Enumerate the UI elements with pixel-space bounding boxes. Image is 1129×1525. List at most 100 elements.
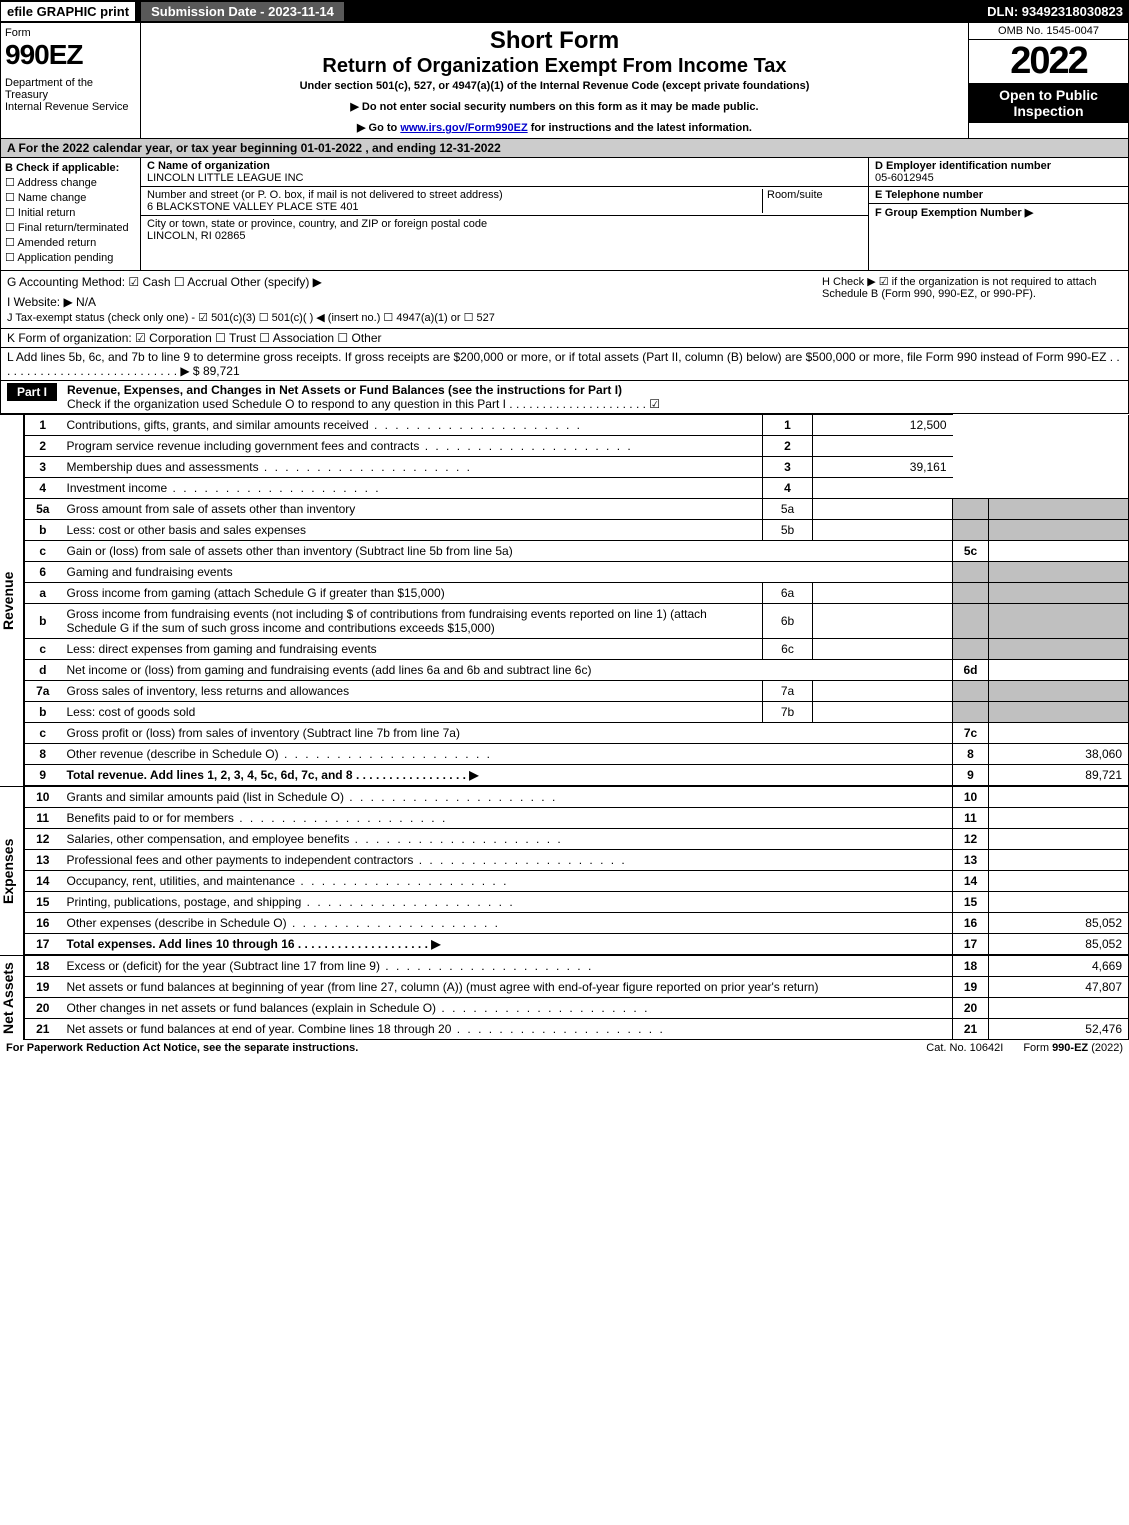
group-exempt-row: F Group Exemption Number ▶ bbox=[869, 204, 1128, 221]
line-5b: bLess: cost or other basis and sales exp… bbox=[25, 520, 1129, 541]
line-15: 15Printing, publications, postage, and s… bbox=[25, 892, 1129, 913]
col-b-checkboxes: B Check if applicable: ☐ Address change … bbox=[1, 158, 141, 270]
line-18: 18Excess or (deficit) for the year (Subt… bbox=[25, 956, 1129, 977]
chk-name-change[interactable]: ☐ Name change bbox=[5, 191, 136, 204]
line-5a: 5aGross amount from sale of assets other… bbox=[25, 499, 1129, 520]
efile-print-button[interactable]: efile GRAPHIC print bbox=[0, 1, 136, 22]
line-17: 17Total expenses. Add lines 10 through 1… bbox=[25, 934, 1129, 955]
row-a-tax-year: A For the 2022 calendar year, or tax yea… bbox=[0, 139, 1129, 158]
accounting-method: G Accounting Method: ☑ Cash ☐ Accrual Ot… bbox=[7, 275, 822, 289]
department-label: Department of the Treasury Internal Reve… bbox=[5, 77, 136, 113]
form-label: Form bbox=[5, 27, 136, 39]
form-header: Form 990EZ Department of the Treasury In… bbox=[0, 22, 1129, 139]
line-6b: bGross income from fundraising events (n… bbox=[25, 604, 1129, 639]
chk-amended-return[interactable]: ☐ Amended return bbox=[5, 236, 136, 249]
chk-final-return[interactable]: ☐ Final return/terminated bbox=[5, 221, 136, 234]
chk-label: Initial return bbox=[18, 207, 75, 219]
line-14: 14Occupancy, rent, utilities, and mainte… bbox=[25, 871, 1129, 892]
ein-row: D Employer identification number 05-6012… bbox=[869, 158, 1128, 187]
dln-label: DLN: 93492318030823 bbox=[987, 4, 1129, 19]
row-l-gross-receipts: L Add lines 5b, 6c, and 7b to line 9 to … bbox=[0, 348, 1129, 381]
revenue-table: 1Contributions, gifts, grants, and simil… bbox=[24, 414, 1129, 786]
expenses-side-label: Expenses bbox=[0, 786, 24, 955]
submission-date: Submission Date - 2023-11-14 bbox=[140, 1, 345, 22]
subtitle: Under section 501(c), 527, or 4947(a)(1)… bbox=[149, 80, 960, 92]
line-1: 1Contributions, gifts, grants, and simil… bbox=[25, 415, 1129, 436]
revenue-side-label: Revenue bbox=[0, 414, 24, 786]
line-9: 9Total revenue. Add lines 1, 2, 3, 4, 5c… bbox=[25, 765, 1129, 786]
org-name-label: C Name of organization bbox=[147, 160, 270, 172]
expenses-section: Expenses 10Grants and similar amounts pa… bbox=[0, 786, 1129, 955]
line-5c: cGain or (loss) from sale of assets othe… bbox=[25, 541, 1129, 562]
tel-label: E Telephone number bbox=[875, 189, 983, 201]
chk-label: Final return/terminated bbox=[18, 222, 129, 234]
tel-row: E Telephone number bbox=[869, 187, 1128, 204]
line-6d: dNet income or (loss) from gaming and fu… bbox=[25, 660, 1129, 681]
part1-header: Part I Revenue, Expenses, and Changes in… bbox=[0, 381, 1129, 414]
b-label: B Check if applicable: bbox=[5, 162, 119, 174]
expenses-table: 10Grants and similar amounts paid (list … bbox=[24, 786, 1129, 955]
tax-exempt-status: J Tax-exempt status (check only one) - ☑… bbox=[7, 311, 822, 324]
addr-value: 6 BLACKSTONE VALLEY PLACE STE 401 bbox=[147, 201, 359, 213]
chk-application-pending[interactable]: ☐ Application pending bbox=[5, 251, 136, 264]
line-10: 10Grants and similar amounts paid (list … bbox=[25, 787, 1129, 808]
tax-year: 2022 bbox=[969, 40, 1128, 83]
group-label: F Group Exemption Number ▶ bbox=[875, 207, 1033, 219]
netassets-side-label: Net Assets bbox=[0, 955, 24, 1040]
title-return: Return of Organization Exempt From Incom… bbox=[149, 55, 960, 78]
city-label: City or town, state or province, country… bbox=[147, 218, 487, 230]
org-name-row: C Name of organization LINCOLN LITTLE LE… bbox=[141, 158, 868, 187]
col-def: D Employer identification number 05-6012… bbox=[868, 158, 1128, 270]
line-4: 4Investment income4 bbox=[25, 478, 1129, 499]
note-link: ▶ Go to www.irs.gov/Form990EZ for instru… bbox=[149, 121, 960, 134]
ein-value: 05-6012945 bbox=[875, 172, 934, 184]
chk-label: Amended return bbox=[17, 237, 96, 249]
line-7c: cGross profit or (loss) from sales of in… bbox=[25, 723, 1129, 744]
line-16: 16Other expenses (describe in Schedule O… bbox=[25, 913, 1129, 934]
footer-left: For Paperwork Reduction Act Notice, see … bbox=[6, 1042, 906, 1054]
top-bar: efile GRAPHIC print Submission Date - 20… bbox=[0, 0, 1129, 22]
line-2: 2Program service revenue including gover… bbox=[25, 436, 1129, 457]
netassets-section: Net Assets 18Excess or (deficit) for the… bbox=[0, 955, 1129, 1040]
line-6a: aGross income from gaming (attach Schedu… bbox=[25, 583, 1129, 604]
chk-initial-return[interactable]: ☐ Initial return bbox=[5, 206, 136, 219]
line-13: 13Professional fees and other payments t… bbox=[25, 850, 1129, 871]
header-right: OMB No. 1545-0047 2022 Open to Public In… bbox=[968, 23, 1128, 138]
chk-label: Address change bbox=[17, 177, 97, 189]
irs-link[interactable]: www.irs.gov/Form990EZ bbox=[400, 122, 527, 134]
note-ssn: ▶ Do not enter social security numbers o… bbox=[149, 100, 960, 113]
row-k-form-org: K Form of organization: ☑ Corporation ☐ … bbox=[0, 329, 1129, 348]
footer-cat: Cat. No. 10642I bbox=[906, 1042, 1023, 1054]
part1-badge: Part I bbox=[7, 383, 57, 401]
line-7a: 7aGross sales of inventory, less returns… bbox=[25, 681, 1129, 702]
part1-subtitle: Check if the organization used Schedule … bbox=[67, 397, 660, 411]
line-20: 20Other changes in net assets or fund ba… bbox=[25, 998, 1129, 1019]
box-identity: B Check if applicable: ☐ Address change … bbox=[0, 158, 1129, 271]
line-9-desc: Total revenue. Add lines 1, 2, 3, 4, 5c,… bbox=[67, 768, 479, 782]
header-mid: Short Form Return of Organization Exempt… bbox=[141, 23, 968, 138]
title-short-form: Short Form bbox=[149, 27, 960, 55]
revenue-section: Revenue 1Contributions, gifts, grants, a… bbox=[0, 414, 1129, 786]
schedule-b-check: H Check ▶ ☑ if the organization is not r… bbox=[822, 275, 1122, 324]
org-name-value: LINCOLN LITTLE LEAGUE INC bbox=[147, 172, 304, 184]
page-footer: For Paperwork Reduction Act Notice, see … bbox=[0, 1040, 1129, 1056]
chk-label: Application pending bbox=[17, 252, 113, 264]
line-3: 3Membership dues and assessments339,161 bbox=[25, 457, 1129, 478]
line-11: 11Benefits paid to or for members11 bbox=[25, 808, 1129, 829]
org-city-row: City or town, state or province, country… bbox=[141, 216, 868, 244]
row-ghij: G Accounting Method: ☑ Cash ☐ Accrual Ot… bbox=[0, 271, 1129, 329]
city-value: LINCOLN, RI 02865 bbox=[147, 230, 245, 242]
line-12: 12Salaries, other compensation, and empl… bbox=[25, 829, 1129, 850]
part1-title: Revenue, Expenses, and Changes in Net As… bbox=[67, 383, 622, 397]
ein-label: D Employer identification number bbox=[875, 160, 1051, 172]
line-8: 8Other revenue (describe in Schedule O)8… bbox=[25, 744, 1129, 765]
col-c-org: C Name of organization LINCOLN LITTLE LE… bbox=[141, 158, 868, 270]
line-6c: cLess: direct expenses from gaming and f… bbox=[25, 639, 1129, 660]
org-addr-row: Number and street (or P. O. box, if mail… bbox=[141, 187, 868, 216]
line-17-desc: Total expenses. Add lines 10 through 16 … bbox=[67, 937, 441, 951]
open-to-public: Open to Public Inspection bbox=[969, 83, 1128, 123]
footer-right: Form 990-EZ (2022) bbox=[1023, 1042, 1123, 1054]
website: I Website: ▶ N/A bbox=[7, 295, 822, 309]
chk-address-change[interactable]: ☐ Address change bbox=[5, 176, 136, 189]
line-6: 6Gaming and fundraising events bbox=[25, 562, 1129, 583]
